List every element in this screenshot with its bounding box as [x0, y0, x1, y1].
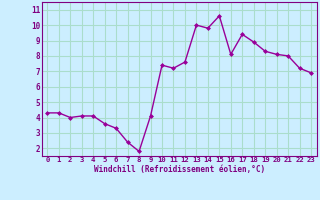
X-axis label: Windchill (Refroidissement éolien,°C): Windchill (Refroidissement éolien,°C) — [94, 165, 265, 174]
